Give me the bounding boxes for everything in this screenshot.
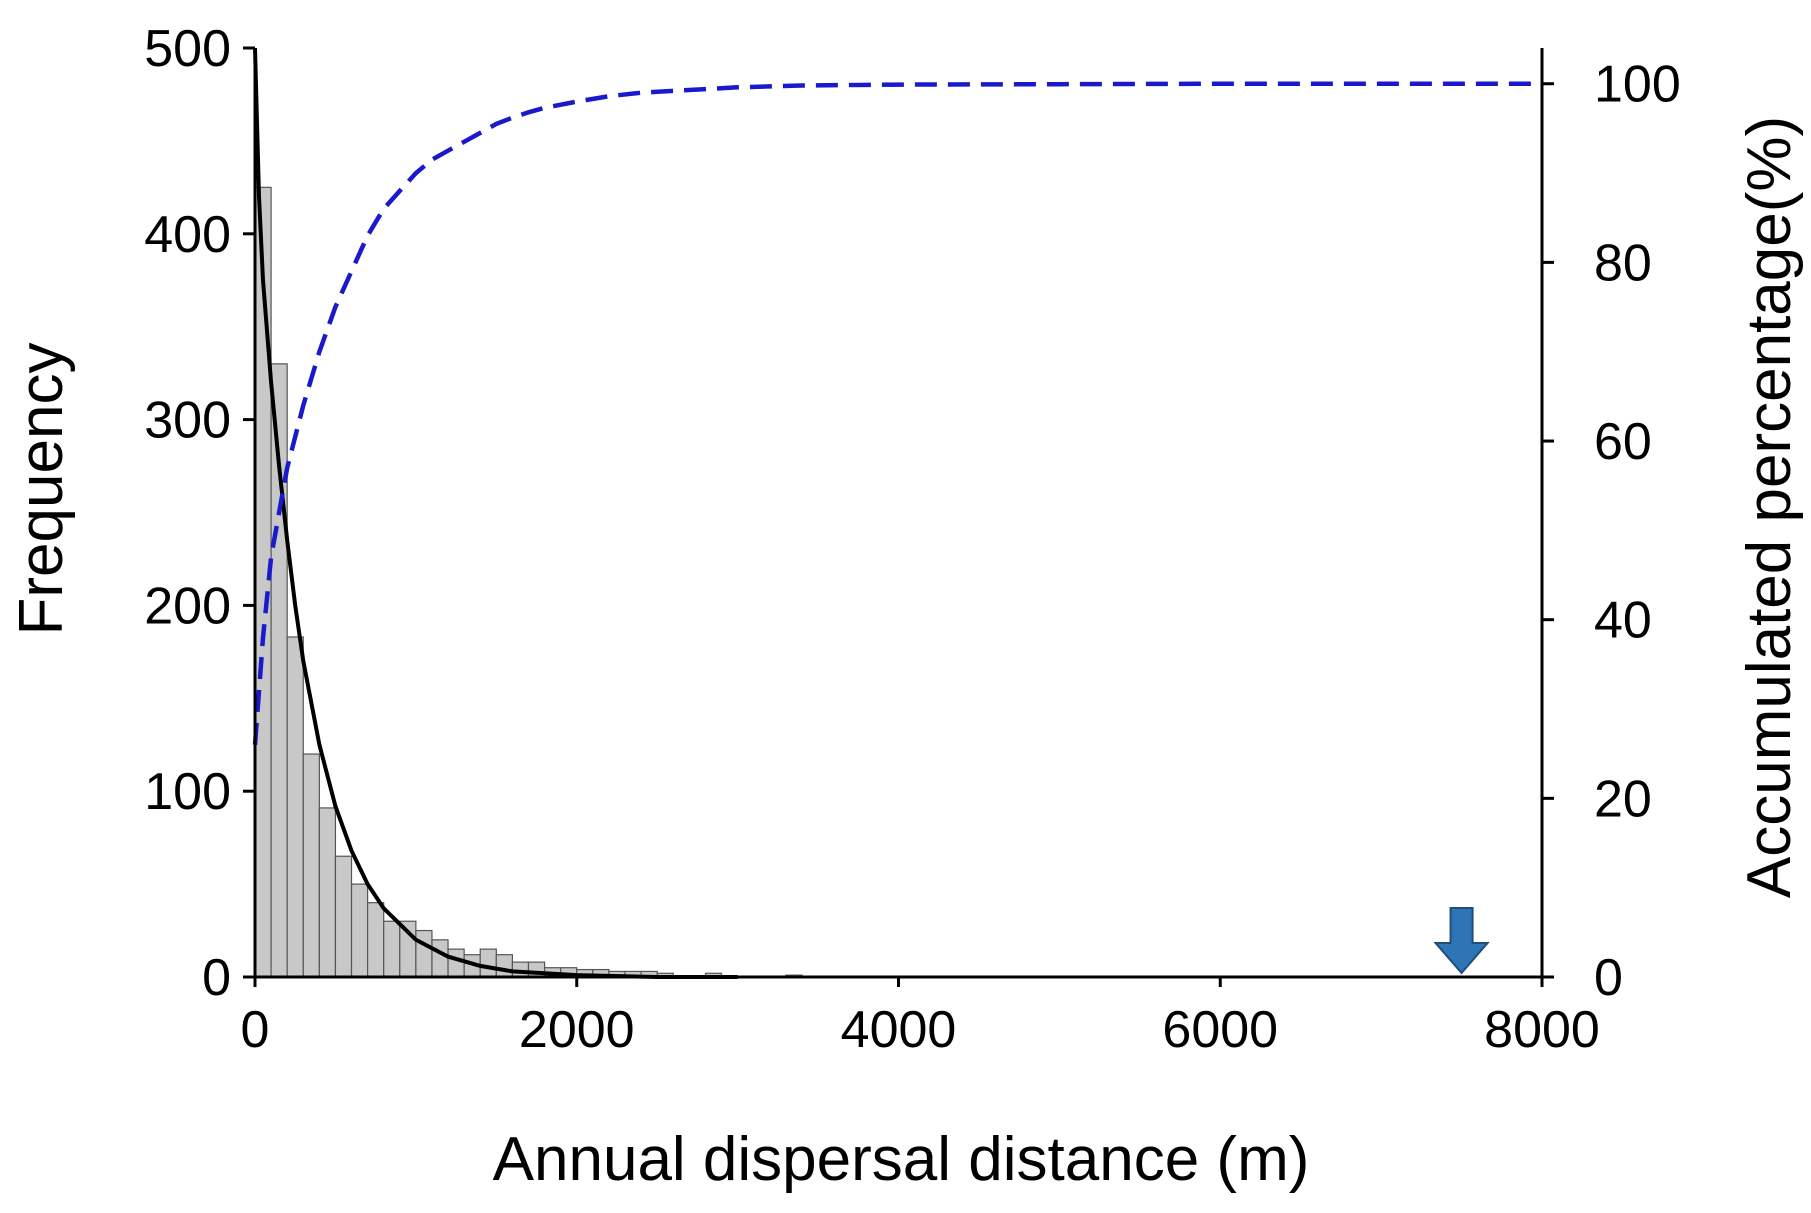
histogram-bar [350,883,369,978]
y-tick-label: 500 [144,20,231,78]
histogram-bar [431,939,449,978]
y-tick-label: 400 [144,206,231,264]
y2-tick-label: 60 [1594,413,1652,471]
histogram-bar [495,954,513,978]
histogram-bars [254,186,803,978]
y2-tick-label: 0 [1594,949,1623,1007]
tick-labels: 0 2000 4000 6000 800001002003004005000204060… [144,20,1681,1059]
y2-tick-label: 20 [1594,770,1652,828]
histogram-bar [334,855,353,978]
x-tick-label: 6000 [1162,1001,1278,1059]
histogram-bar [479,948,497,978]
axes [243,46,1554,987]
y2-tick-label: 100 [1594,56,1681,114]
x-tick-label: 0 [241,1001,270,1059]
y2-tick-label: 40 [1594,592,1652,650]
y-tick-label: 200 [144,577,231,635]
x-axis-title: Annual dispersal distance (m) [493,1125,1310,1194]
histogram-bar [286,636,304,978]
x-tick-label: 4000 [841,1001,957,1059]
y-tick-label: 300 [144,392,231,450]
y-axis-title: Frequency [7,343,76,636]
histogram-bar [447,948,465,978]
histogram-bar [367,902,385,978]
x-tick-label: 8000 [1484,1001,1600,1059]
histogram-bar [415,929,433,978]
x-tick-label: 2000 [519,1001,635,1059]
y2-tick-label: 80 [1594,234,1652,292]
y-tick-label: 100 [144,763,231,821]
fit-curve-line [253,47,738,979]
arrow-shape [1433,907,1490,975]
histogram-bar [383,920,401,978]
histogram-bar [302,753,320,978]
down-arrow-icon [1433,907,1490,975]
y-tick-label: 0 [202,949,231,1007]
histogram-bar [318,807,337,978]
y2-axis-title: Accumulated percentage(%) [1735,116,1804,898]
cumulative-percentage-line [252,81,1542,745]
